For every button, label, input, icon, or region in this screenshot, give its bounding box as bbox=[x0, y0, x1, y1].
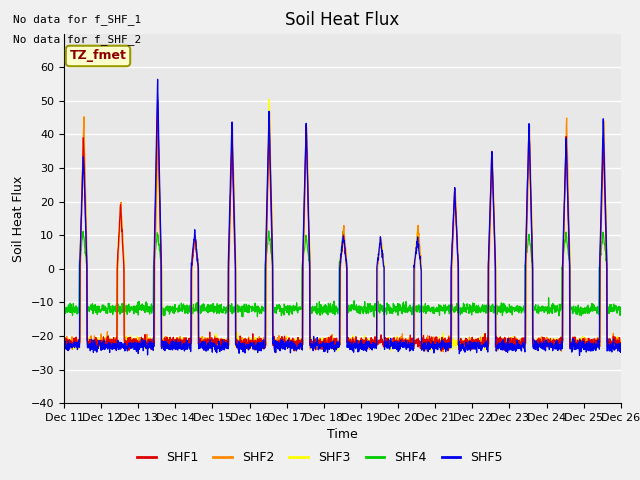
SHF5 bbox=[371, 341, 379, 347]
SHF5 bbox=[60, 342, 68, 348]
Text: TZ_fmet: TZ_fmet bbox=[70, 49, 127, 62]
SHF5 bbox=[568, 349, 575, 355]
SHF2 bbox=[584, 340, 591, 346]
SHF5 bbox=[504, 342, 512, 348]
SHF2 bbox=[371, 340, 379, 346]
SHF5 bbox=[154, 76, 161, 82]
Y-axis label: Soil Heat Flux: Soil Heat Flux bbox=[12, 175, 25, 262]
Line: SHF4: SHF4 bbox=[64, 231, 621, 317]
SHF2 bbox=[60, 341, 68, 347]
SHF2 bbox=[359, 337, 367, 343]
SHF2 bbox=[617, 340, 625, 346]
SHF3 bbox=[584, 341, 591, 347]
SHF3 bbox=[216, 339, 223, 345]
SHF4 bbox=[265, 228, 273, 234]
Text: No data for f_SHF_2: No data for f_SHF_2 bbox=[13, 34, 141, 45]
SHF4 bbox=[568, 304, 576, 310]
Line: SHF1: SHF1 bbox=[64, 100, 621, 351]
SHF5 bbox=[216, 348, 223, 354]
SHF5 bbox=[359, 342, 367, 348]
Text: No data for f_SHF_1: No data for f_SHF_1 bbox=[13, 14, 141, 25]
SHF2 bbox=[439, 349, 447, 355]
SHF1 bbox=[216, 341, 223, 347]
SHF3 bbox=[505, 338, 513, 344]
SHF1 bbox=[438, 348, 445, 354]
Title: Soil Heat Flux: Soil Heat Flux bbox=[285, 11, 399, 29]
SHF1 bbox=[617, 340, 625, 346]
SHF4 bbox=[359, 307, 367, 312]
SHF3 bbox=[387, 348, 394, 354]
SHF3 bbox=[617, 340, 625, 346]
Line: SHF5: SHF5 bbox=[64, 79, 621, 356]
SHF5 bbox=[584, 343, 591, 348]
SHF3 bbox=[371, 342, 379, 348]
SHF2 bbox=[266, 109, 273, 115]
SHF1 bbox=[60, 336, 68, 341]
SHF2 bbox=[505, 335, 513, 340]
SHF3 bbox=[266, 96, 273, 102]
SHF5 bbox=[617, 341, 625, 347]
SHF4 bbox=[60, 306, 68, 312]
SHF3 bbox=[60, 335, 68, 341]
SHF1 bbox=[584, 339, 591, 345]
Line: SHF3: SHF3 bbox=[64, 99, 621, 351]
SHF4 bbox=[216, 311, 223, 316]
SHF4 bbox=[371, 314, 378, 320]
SHF1 bbox=[154, 97, 161, 103]
Legend: SHF1, SHF2, SHF3, SHF4, SHF5: SHF1, SHF2, SHF3, SHF4, SHF5 bbox=[132, 446, 508, 469]
X-axis label: Time: Time bbox=[327, 429, 358, 442]
SHF4 bbox=[371, 300, 379, 306]
SHF2 bbox=[568, 336, 576, 342]
SHF3 bbox=[568, 341, 576, 347]
SHF4 bbox=[617, 304, 625, 310]
SHF4 bbox=[505, 309, 513, 314]
SHF1 bbox=[505, 341, 513, 347]
SHF4 bbox=[584, 311, 591, 316]
SHF2 bbox=[216, 340, 223, 346]
SHF1 bbox=[568, 342, 576, 348]
SHF3 bbox=[359, 337, 367, 343]
SHF5 bbox=[576, 353, 584, 359]
Line: SHF2: SHF2 bbox=[64, 112, 621, 352]
SHF1 bbox=[371, 337, 379, 343]
SHF1 bbox=[359, 337, 367, 343]
